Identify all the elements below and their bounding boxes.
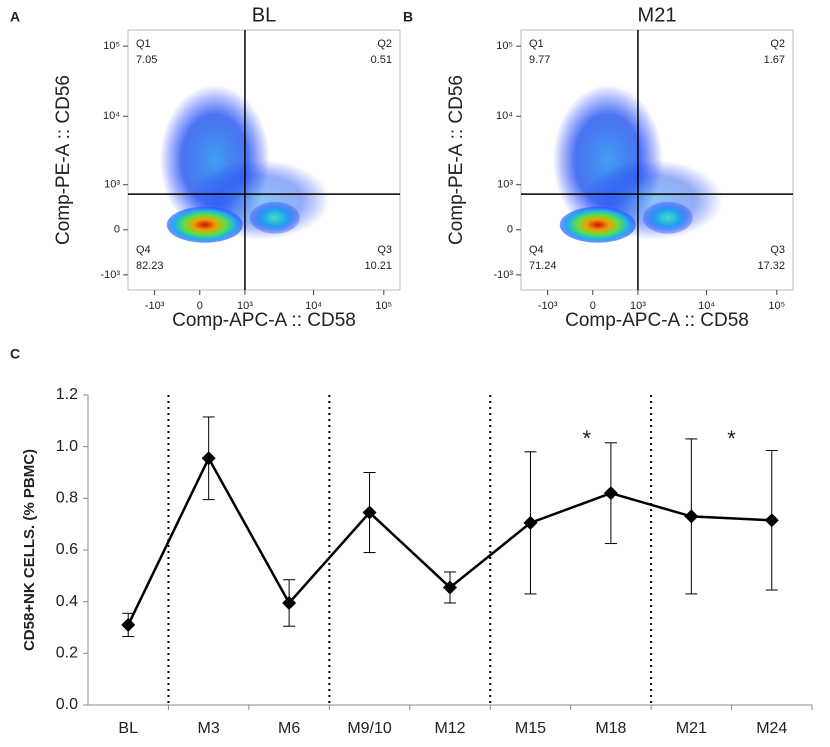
y-tick-label: 10⁴ [496,110,513,122]
y-tick-label: 10³ [497,179,513,191]
x-tick-label: M3 [198,720,220,737]
y-axis-label: Comp-PE-A :: CD56 [53,75,74,245]
data-point [121,617,136,632]
y-tick-label: 0.2 [56,645,78,662]
plot-title: BL [252,4,276,26]
quadrant-name: Q4 [136,244,151,256]
quadrant-value: 17.32 [757,260,785,272]
quadrant-value: 10.21 [364,260,392,272]
y-axis-label: Comp-PE-A :: CD56 [446,75,467,245]
x-tick-label: BL [118,720,138,737]
y-tick-label: 0.8 [56,490,78,507]
panel-label: C [10,346,20,362]
significance-mark: * [727,426,736,451]
quadrant-name: Q1 [529,38,544,50]
x-tick-label: M6 [278,720,300,737]
y-axis-label: CD58+NK CELLS. (% PBMC) [21,449,38,651]
x-axis-label: Comp-APC-A :: CD58 [172,310,356,331]
quadrant-value: 1.67 [764,54,785,66]
y-tick-label: 1.0 [56,438,78,455]
x-tick-label: M18 [595,720,626,737]
quadrant-value: 7.05 [136,54,157,66]
quadrant-name: Q2 [377,38,392,50]
y-tick-label: 1.2 [56,386,78,403]
x-tick-label: M12 [434,720,465,737]
y-tick-label: 0.4 [56,593,78,610]
plot-frame [127,29,401,291]
plot-frame [520,29,794,291]
data-point [282,595,297,610]
x-tick-label: 10³ [237,300,253,312]
x-tick-label: 10³ [630,300,646,312]
y-tick-label: 0.0 [56,696,78,713]
y-tick-label: 10⁵ [496,40,513,52]
x-axis-label: Comp-APC-A :: CD58 [565,310,749,331]
quadrant-value: 71.24 [529,260,557,272]
plot-title: M21 [638,4,677,26]
density-cluster [559,206,636,243]
y-tick-label: -10³ [493,269,513,281]
y-tick-label: 0.6 [56,541,78,558]
panel-label: B [403,9,413,25]
x-tick-label: M24 [756,720,787,737]
data-point [684,509,699,524]
y-tick-label: 0 [507,224,513,236]
quadrant-name: Q3 [377,244,392,256]
x-tick-label: -10³ [538,300,558,312]
x-tick-label: -10³ [145,300,165,312]
x-tick-label: M9/10 [347,720,392,737]
y-tick-label: 10³ [104,179,120,191]
density-cluster [249,201,300,234]
x-tick-label: M21 [676,720,707,737]
data-point [201,451,216,466]
y-tick-label: -10³ [100,269,120,281]
quadrant-name: Q4 [529,244,544,256]
x-tick-label: 10⁵ [768,300,785,312]
data-point [443,580,457,595]
x-tick-label: 0 [590,300,596,312]
density-cluster [166,206,243,243]
density-cluster [642,201,693,234]
x-tick-label: 10⁴ [305,300,322,312]
x-tick-label: 10⁵ [375,300,392,312]
significance-mark: * [582,426,591,451]
y-tick-label: 0 [114,224,120,236]
panel-label: A [10,9,20,25]
quadrant-value: 0.51 [371,54,392,66]
y-tick-label: 10⁵ [103,40,120,52]
data-point [603,486,618,501]
quadrant-value: 9.77 [529,54,550,66]
data-point [764,513,779,528]
data-point [523,515,538,530]
x-tick-label: 10⁴ [698,300,715,312]
quadrant-name: Q1 [136,38,151,50]
y-tick-label: 10⁴ [103,110,120,122]
x-tick-label: M15 [515,720,546,737]
quadrant-name: Q3 [770,244,785,256]
quadrant-value: 82.23 [136,260,164,272]
quadrant-name: Q2 [770,38,785,50]
x-tick-label: 0 [197,300,203,312]
data-point [362,505,377,520]
